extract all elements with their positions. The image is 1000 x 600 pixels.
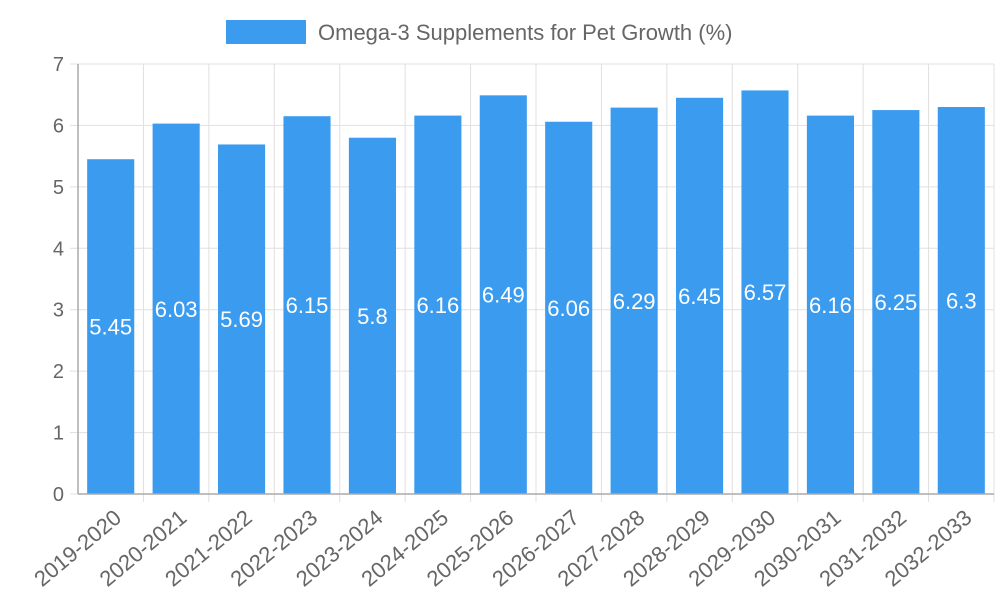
y-tick-label: 7 [53, 54, 64, 76]
y-tick-label: 3 [53, 300, 64, 322]
bar-2025-2026[interactable] [479, 95, 527, 494]
data-label-2026-2027: 6.06 [547, 296, 590, 321]
data-label-2022-2023: 6.15 [286, 293, 329, 318]
bar-2023-2024[interactable] [348, 137, 396, 494]
data-label-2021-2022: 5.69 [220, 307, 263, 332]
legend-swatch [226, 20, 306, 44]
data-label-2025-2026: 6.49 [482, 283, 525, 308]
y-tick-label: 4 [53, 238, 64, 260]
data-label-2032-2033: 6.3 [946, 289, 977, 314]
bar-2022-2023[interactable] [283, 116, 331, 494]
bar-2020-2021[interactable] [152, 123, 200, 494]
data-label-2020-2021: 6.03 [155, 297, 198, 322]
gridlines [78, 63, 995, 502]
bar-2032-2033[interactable] [937, 107, 985, 494]
bar-2031-2032[interactable] [872, 110, 920, 495]
bar-2026-2027[interactable] [545, 121, 593, 494]
bar-2021-2022[interactable] [218, 144, 266, 494]
y-tick-label: 0 [53, 484, 64, 506]
bar-2027-2028[interactable] [610, 107, 658, 494]
data-label-2023-2024: 5.8 [357, 304, 388, 329]
y-tick-label: 6 [53, 115, 64, 137]
bar-2029-2030[interactable] [741, 90, 789, 495]
y-tick-label: 1 [53, 423, 64, 445]
data-label-2029-2030: 6.57 [744, 280, 787, 305]
y-tick-label: 2 [53, 361, 64, 383]
bars [87, 90, 985, 495]
bar-2028-2029[interactable] [676, 97, 724, 495]
y-tick-label: 5 [53, 177, 64, 199]
data-labels: 5.45 6.03 5.69 6.15 5.8 6.16 6.49 6.06 6.29 6.45 6… [89, 280, 976, 339]
legend-label: Omega-3 Supplements for Pet Growth (%) [318, 20, 733, 45]
legend[interactable]: Omega-3 Supplements for Pet Growth (%) [226, 20, 733, 45]
bar-2024-2025[interactable] [414, 115, 462, 494]
data-label-2030-2031: 6.16 [809, 293, 852, 318]
axes [77, 64, 994, 495]
x-axis-ticks: 2019-20202020-20212021-20222022-20232023… [29, 505, 976, 592]
data-label-2028-2029: 6.45 [678, 284, 721, 309]
data-label-2031-2032: 6.25 [874, 290, 917, 315]
data-label-2019-2020: 5.45 [89, 315, 132, 340]
bar-2019-2020[interactable] [87, 159, 135, 494]
data-label-2027-2028: 6.29 [613, 289, 656, 314]
bar-2030-2031[interactable] [806, 115, 854, 494]
y-axis-ticks: 0 1 2 3 4 5 6 7 [53, 54, 78, 506]
data-label-2024-2025: 6.16 [416, 293, 459, 318]
